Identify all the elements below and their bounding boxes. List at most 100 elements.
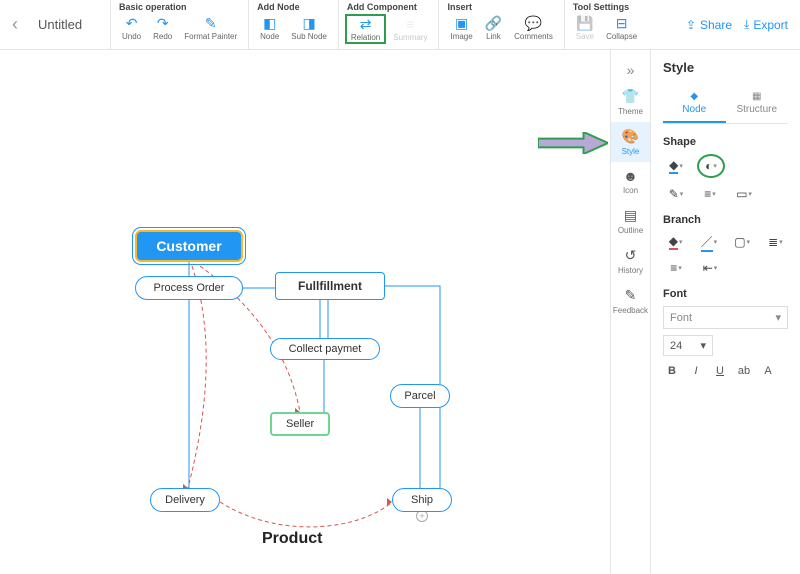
undo-icon: ↶	[126, 15, 138, 31]
node-parcel[interactable]: Parcel	[390, 384, 450, 408]
format-painter-icon: ✎	[205, 15, 217, 31]
collapse-label: Collapse	[606, 32, 637, 41]
group-label: Basic operation	[117, 2, 242, 12]
save-button: 💾Save	[571, 14, 599, 42]
redo-button[interactable]: ↷Redo	[148, 14, 177, 42]
product-label: Product	[262, 530, 322, 548]
shape-line-picker[interactable]: ✎▾	[663, 184, 689, 204]
rail-style[interactable]: 🎨Style	[611, 122, 650, 162]
canvas[interactable]: Product + CustomerProcess OrderFullfillm…	[0, 50, 610, 574]
style-label: Style	[622, 147, 640, 156]
node-label: Node	[260, 32, 279, 41]
section-font: Font	[663, 288, 788, 300]
strikethrough-button[interactable]: ab	[735, 362, 753, 380]
group-label: Tool Settings	[571, 2, 642, 12]
node-collect[interactable]: Collect paymet	[270, 338, 380, 360]
toolbar-group-add-node: Add Node◧Node◨Sub Node	[248, 0, 338, 49]
branch-color-picker[interactable]: ◆▾	[663, 232, 688, 252]
summary-icon: ≡	[406, 16, 414, 32]
collapse-icon: ⊟	[616, 15, 628, 31]
history-icon: ↺	[625, 247, 637, 264]
comments-label: Comments	[514, 32, 553, 41]
node-customer[interactable]: Customer	[135, 230, 243, 262]
export-icon: ⤓	[744, 17, 749, 32]
image-label: Image	[450, 32, 472, 41]
comments-button[interactable]: 💬Comments	[509, 14, 558, 42]
branch-shape-picker[interactable]: ▢▾	[730, 232, 755, 252]
topbar-right: ⇪ Share ⤓Export	[686, 0, 800, 49]
rail-icon[interactable]: ☻Icon	[611, 162, 650, 201]
node-icon: ◧	[263, 15, 276, 31]
group-label: Add Component	[345, 2, 433, 12]
link-icon: 🔗	[485, 15, 502, 31]
right-rail: » 👕Theme🎨Style☻Icon▤Outline ↺ History ✎Feed…	[610, 50, 650, 574]
comments-icon: 💬	[525, 15, 542, 31]
diagram-lines	[0, 50, 610, 574]
node-seller[interactable]: Seller	[270, 412, 330, 436]
font-color-button[interactable]: A	[759, 362, 777, 380]
branch-style1-picker[interactable]: ≡▾	[663, 258, 689, 278]
rail-theme[interactable]: 👕Theme	[611, 82, 650, 122]
icon-label: Icon	[623, 186, 638, 195]
font-family-select[interactable]: Font▾	[663, 306, 788, 329]
node-button[interactable]: ◧Node	[255, 14, 284, 42]
branch-line-picker[interactable]: ／▾	[696, 232, 721, 252]
image-button[interactable]: ▣Image	[445, 14, 477, 42]
panel-title: Style	[663, 60, 788, 75]
document-title[interactable]: Untitled	[30, 0, 110, 49]
summary-button: ≡Summary	[388, 14, 432, 44]
relation-icon: ⇄	[360, 16, 372, 32]
share-button[interactable]: ⇪ Share	[686, 18, 732, 32]
node-fulfillment[interactable]: Fullfillment	[275, 272, 385, 300]
branch-style2-picker[interactable]: ⇤▾	[697, 258, 723, 278]
history-label: History	[618, 266, 643, 275]
summary-label: Summary	[393, 33, 427, 42]
link-label: Link	[486, 32, 501, 41]
panel-tabs: ◆Node ▦Structure	[663, 85, 788, 124]
format-painter-button[interactable]: ✎Format Painter	[179, 14, 242, 42]
tab-structure-label: Structure	[736, 104, 777, 115]
node-process[interactable]: Process Order	[135, 276, 243, 300]
rail-history[interactable]: ↺ History	[611, 241, 650, 281]
subnode-icon: ◨	[302, 15, 315, 31]
redo-label: Redo	[153, 32, 172, 41]
share-label: Share	[700, 18, 732, 32]
tab-node[interactable]: ◆Node	[663, 85, 726, 123]
back-button[interactable]: ‹	[0, 0, 30, 49]
toolbar-group-tool-settings: Tool Settings💾Save⊟Collapse	[564, 0, 648, 49]
shape-fill-picker[interactable]: ◆▾	[663, 156, 689, 176]
italic-button[interactable]: I	[687, 362, 705, 380]
rail-collapse[interactable]: »	[611, 58, 650, 82]
collapse-button[interactable]: ⊟Collapse	[601, 14, 642, 42]
group-label: Insert	[445, 2, 557, 12]
link-button[interactable]: 🔗Link	[480, 14, 507, 42]
outline-icon: ▤	[624, 207, 637, 224]
relation-button[interactable]: ⇄Relation	[345, 14, 386, 44]
share-icon: ⇪	[686, 18, 696, 32]
bold-button[interactable]: B	[663, 362, 681, 380]
main: Product + CustomerProcess OrderFullfillm…	[0, 50, 800, 574]
tab-structure[interactable]: ▦Structure	[726, 85, 789, 123]
undo-button[interactable]: ↶Undo	[117, 14, 146, 42]
font-size-select[interactable]: 24▾	[663, 335, 713, 356]
theme-icon: 👕	[622, 88, 639, 105]
rail-outline[interactable]: ▤Outline	[611, 201, 650, 241]
topbar: ‹ Untitled Basic operation ↶Undo↷Redo✎For…	[0, 0, 800, 50]
node-delivery[interactable]: Delivery	[150, 488, 220, 512]
toolbar-group-basic-operation: Basic operation ↶Undo↷Redo✎Format Painter	[110, 0, 248, 49]
annotation-arrow	[538, 132, 608, 154]
rail-feedback[interactable]: ✎Feedback	[611, 281, 650, 321]
shape-border-picker[interactable]: ▭▾	[731, 184, 757, 204]
branch-align-picker[interactable]: ≣▾	[763, 232, 788, 252]
font-size-value: 24	[670, 340, 682, 352]
shape-align-picker[interactable]: ≡▾	[697, 184, 723, 204]
save-label: Save	[576, 32, 594, 41]
image-icon: ▣	[455, 15, 468, 31]
subnode-button[interactable]: ◨Sub Node	[286, 14, 332, 42]
export-button[interactable]: ⤓Export	[744, 17, 788, 32]
feedback-label: Feedback	[613, 306, 648, 315]
section-branch: Branch	[663, 214, 788, 226]
underline-button[interactable]: U	[711, 362, 729, 380]
node-ship[interactable]: Ship	[392, 488, 452, 512]
shape-style-picker[interactable]: ◐▾	[697, 154, 725, 178]
